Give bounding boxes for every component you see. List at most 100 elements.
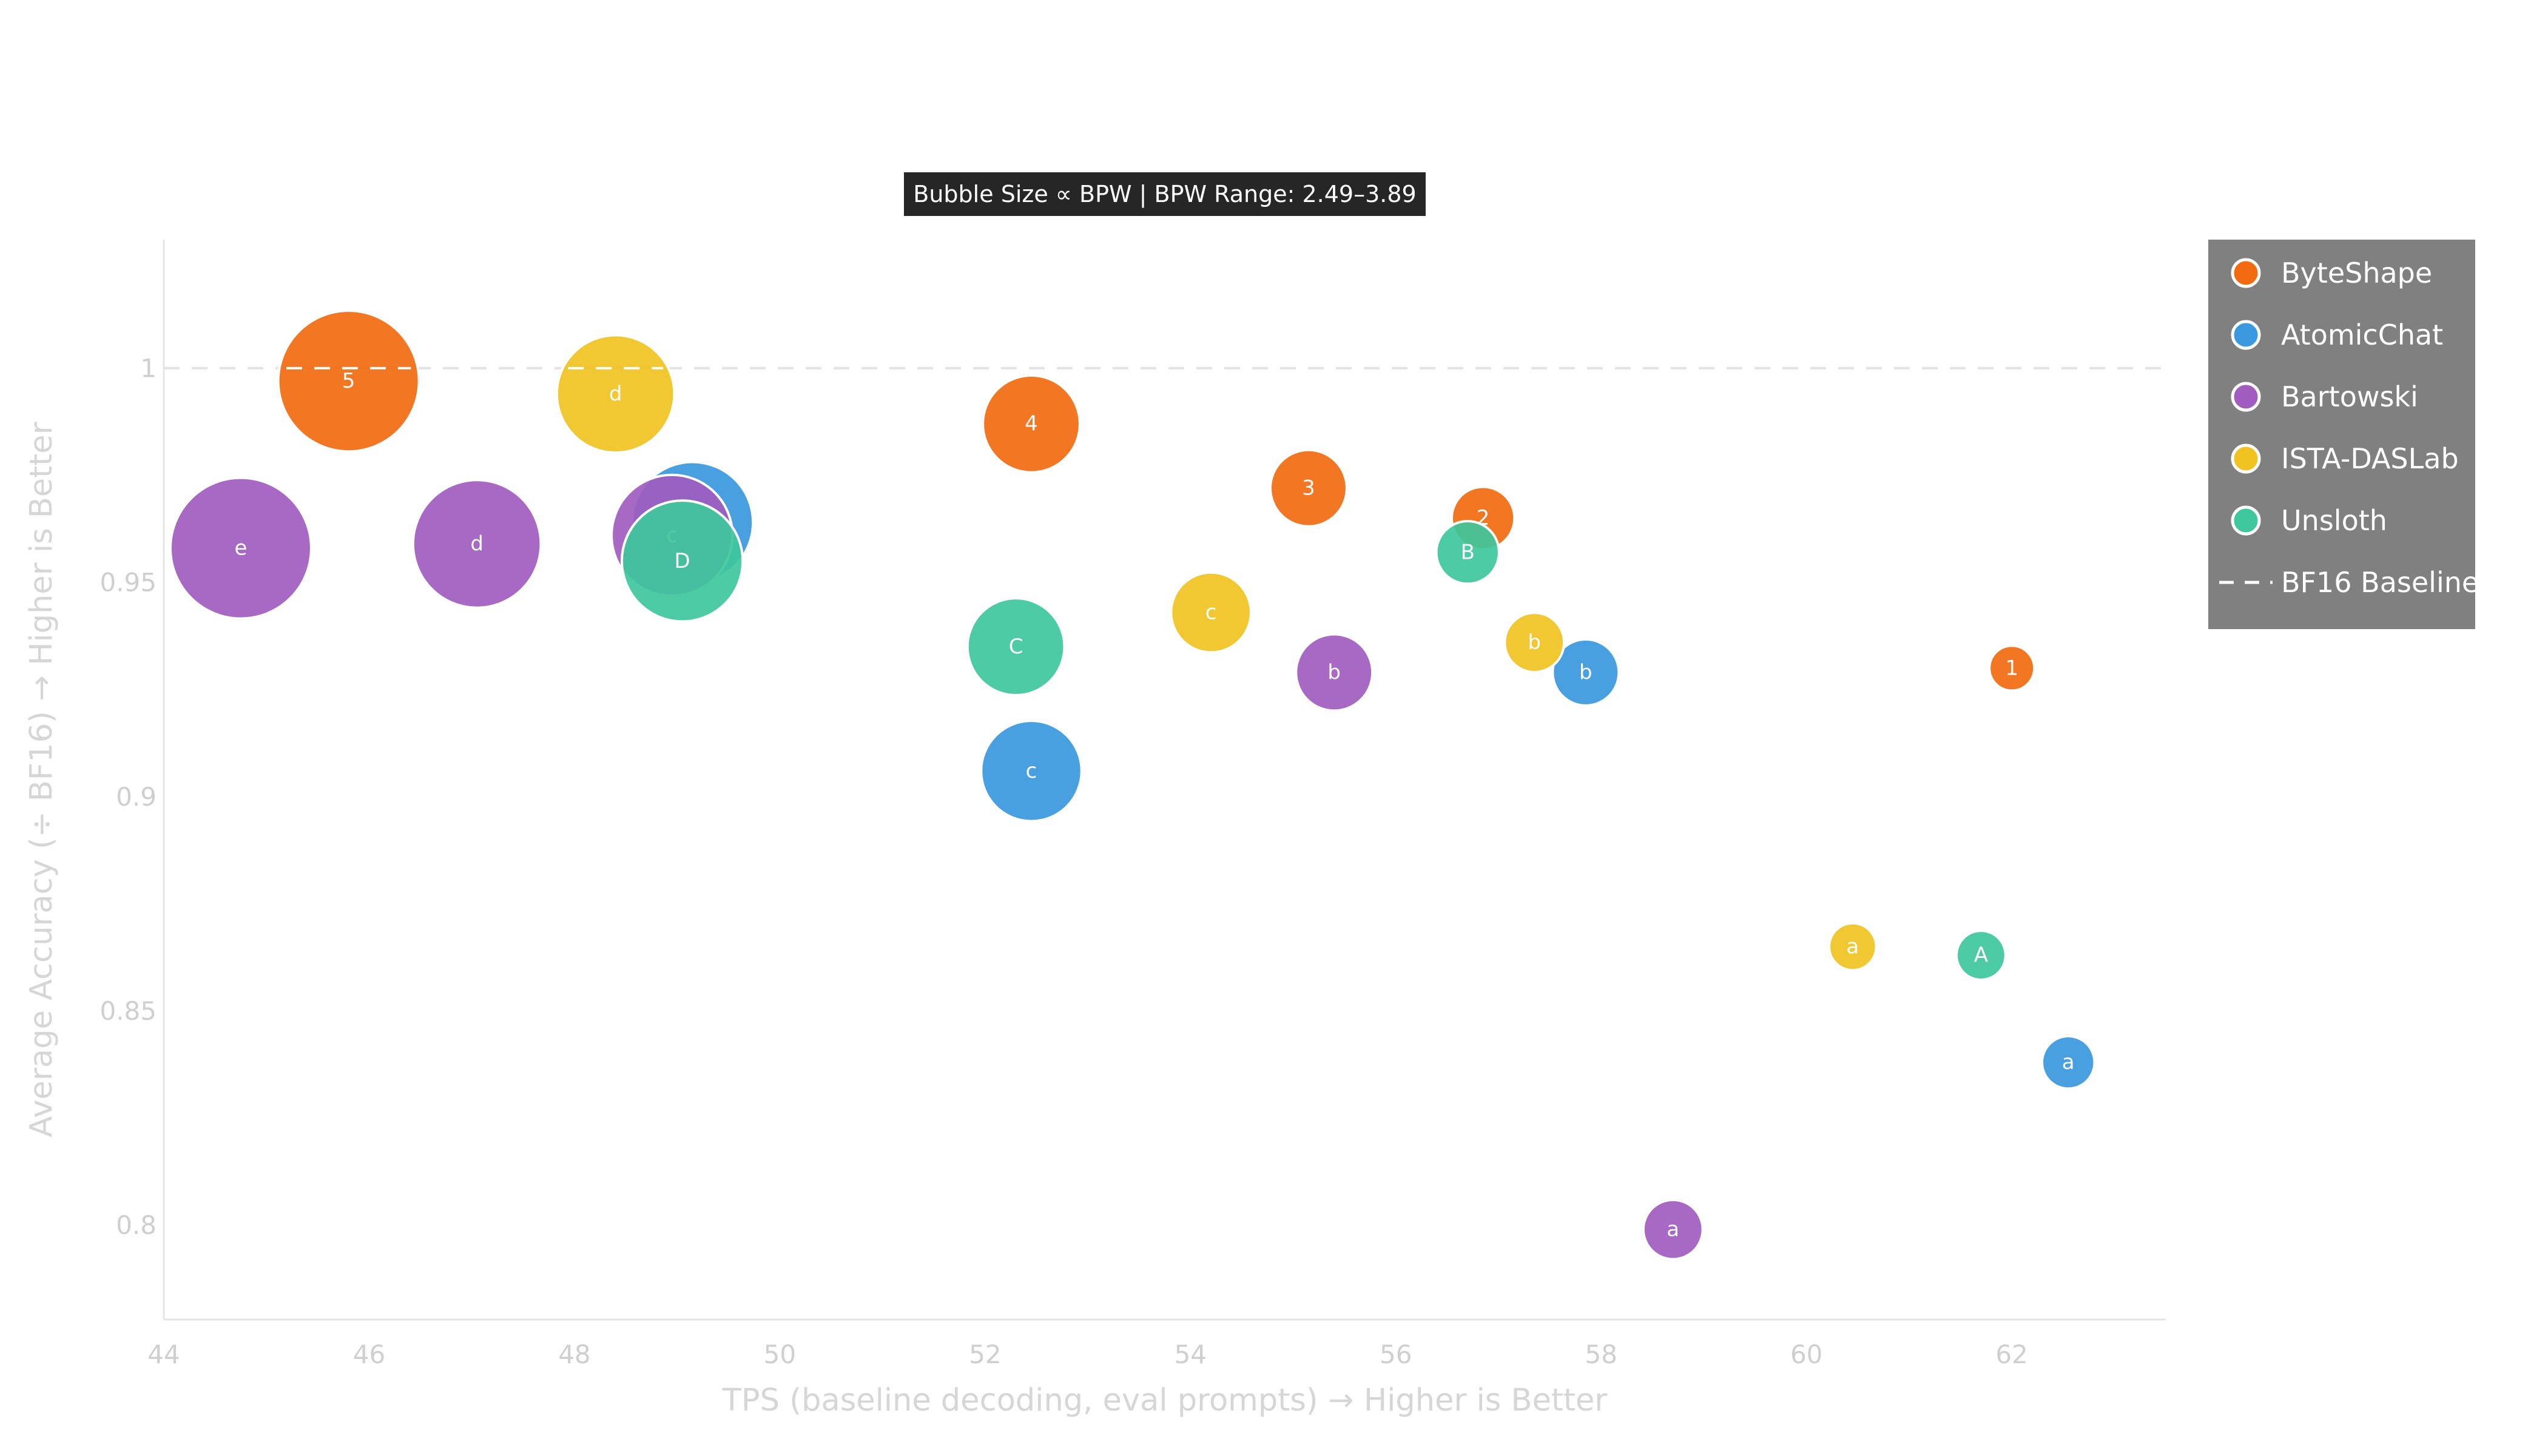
- bubble-bartowski: a: [1642, 1198, 1704, 1261]
- legend-item: ByteShape: [2231, 257, 2432, 289]
- bubble-circle: [277, 309, 420, 453]
- y-tick-label: 0.95: [99, 568, 157, 598]
- bubble-unsloth: D: [620, 499, 744, 623]
- legend-label: Unsloth: [2281, 504, 2387, 537]
- bubble-label: b: [1528, 630, 1541, 655]
- legend-marker: [2231, 320, 2261, 350]
- x-axis-title: TPS (baseline decoding, eval prompts) → …: [722, 1383, 1608, 1418]
- bubble-label: 3: [1302, 476, 1315, 500]
- bubble-label: c: [1205, 601, 1217, 625]
- bubble-label: a: [1846, 934, 1859, 959]
- bubble-bartowski: d: [411, 479, 542, 609]
- legend-items: ByteShape AtomicChat Bartowski ISTA-DASLab U…: [2219, 257, 2479, 599]
- bubble-circle: [1955, 929, 2007, 981]
- bubble-circle: [411, 479, 542, 609]
- bubble-circle: [1551, 638, 1620, 707]
- chart-subtitle: Bubble Size ∝ BPW | BPW Range: 2.49–3.89: [913, 181, 1416, 208]
- bubble-circle: [555, 334, 676, 454]
- bubble-atomicchat: c: [980, 720, 1083, 823]
- bubble-circle: [1503, 612, 1566, 673]
- bubble-byteshape: 4: [982, 374, 1081, 474]
- bubble-atomicchat: b: [1551, 638, 1620, 707]
- bubble-circle: [2041, 1034, 2096, 1090]
- bubble-label: e: [234, 536, 247, 561]
- bubble-circle: [1828, 922, 1878, 972]
- bubble-circle: [1170, 571, 1252, 654]
- bubble-label: c: [1026, 759, 1037, 783]
- legend-marker: [2231, 382, 2261, 412]
- x-tick-label: 56: [1380, 1340, 1412, 1369]
- bubble-circle: [1269, 448, 1348, 528]
- bubble-label: b: [1327, 660, 1341, 684]
- bubble-label: 1: [2005, 656, 2018, 680]
- legend-background: [2208, 240, 2475, 629]
- legend: ByteShape AtomicChat Bartowski ISTA-DASLab U…: [2208, 240, 2479, 629]
- x-tick-label: 52: [969, 1340, 1001, 1369]
- bubble-label: d: [609, 382, 622, 406]
- bubble-byteshape: 1: [1988, 644, 2036, 692]
- legend-item: AtomicChat: [2231, 318, 2443, 351]
- bubble-ista-daslab: d: [555, 334, 676, 454]
- axis-ticks: 44 46 48 50 52 54 56 58 60 620.80.850.90.951: [99, 353, 2027, 1369]
- bubble-ista-daslab: b: [1503, 612, 1566, 673]
- bubble-label: a: [1667, 1218, 1679, 1242]
- bubble-label: B: [1461, 541, 1475, 565]
- bubble-circle: [1435, 519, 1500, 585]
- y-tick-label: 0.85: [99, 996, 157, 1026]
- legend-item: Unsloth: [2231, 504, 2387, 537]
- legend-label: Bartowski: [2281, 380, 2418, 413]
- y-axis-title: Average Accuracy (÷ BF16) → Higher is Be…: [24, 422, 59, 1137]
- legend-marker: [2231, 258, 2261, 288]
- bubble-label: C: [1009, 635, 1023, 659]
- bubble-circle: [982, 374, 1081, 474]
- bubble-label: 5: [342, 369, 356, 393]
- bubble-unsloth: C: [966, 597, 1066, 696]
- bubble-circle: [620, 499, 744, 623]
- legend-label: ISTA-DASLab: [2281, 442, 2459, 475]
- bubble-label: a: [2062, 1050, 2075, 1074]
- legend-marker: [2231, 505, 2261, 536]
- x-tick-label: 60: [1790, 1340, 1822, 1369]
- bubble-unsloth: A: [1955, 929, 2007, 981]
- bubble-circle: [1642, 1198, 1704, 1261]
- bubble-circle: [1988, 644, 2036, 692]
- legend-label: AtomicChat: [2281, 318, 2443, 351]
- legend-item: ISTA-DASLab: [2231, 442, 2459, 475]
- x-tick-label: 48: [558, 1340, 590, 1369]
- x-tick-label: 54: [1175, 1340, 1207, 1369]
- x-tick-label: 58: [1585, 1340, 1617, 1369]
- bubble-label: d: [470, 532, 484, 556]
- bubble-circle: [966, 597, 1066, 696]
- legend-item: Bartowski: [2231, 380, 2418, 413]
- bubble-label: D: [675, 549, 690, 573]
- y-tick-label: 0.9: [116, 782, 157, 812]
- bubble-ista-daslab: c: [1170, 571, 1252, 654]
- bubble-circle: [1295, 633, 1374, 712]
- bubble-unsloth: B: [1435, 519, 1500, 585]
- bubble-bartowski: b: [1295, 633, 1374, 712]
- x-tick-label: 50: [764, 1340, 796, 1369]
- x-tick-label: 62: [1995, 1340, 2027, 1369]
- x-tick-label: 44: [147, 1340, 180, 1369]
- bubble-circle: [169, 476, 312, 620]
- legend-item: BF16 Baseline: [2219, 566, 2479, 599]
- y-tick-label: 1: [140, 353, 157, 383]
- bubble-atomicchat: a: [2041, 1034, 2096, 1090]
- subtitle-background: [904, 172, 1426, 216]
- bubble-label: b: [1579, 660, 1592, 684]
- bubble-byteshape: 3: [1269, 448, 1348, 528]
- bubble-label: A: [1974, 943, 1988, 968]
- subtitle-box: Bubble Size ∝ BPW | BPW Range: 2.49–3.89: [904, 172, 1426, 216]
- legend-label: ByteShape: [2281, 257, 2432, 289]
- bubble-byteshape: 5: [277, 309, 420, 453]
- x-tick-label: 46: [353, 1340, 385, 1369]
- bubble-bartowski: e: [169, 476, 312, 620]
- bubble-circle: [980, 720, 1083, 823]
- legend-marker: [2231, 443, 2261, 474]
- axes: [163, 240, 2166, 1321]
- bubble-label: 4: [1025, 412, 1038, 436]
- bubble-ista-daslab: a: [1828, 922, 1878, 972]
- legend-label: BF16 Baseline: [2281, 566, 2479, 599]
